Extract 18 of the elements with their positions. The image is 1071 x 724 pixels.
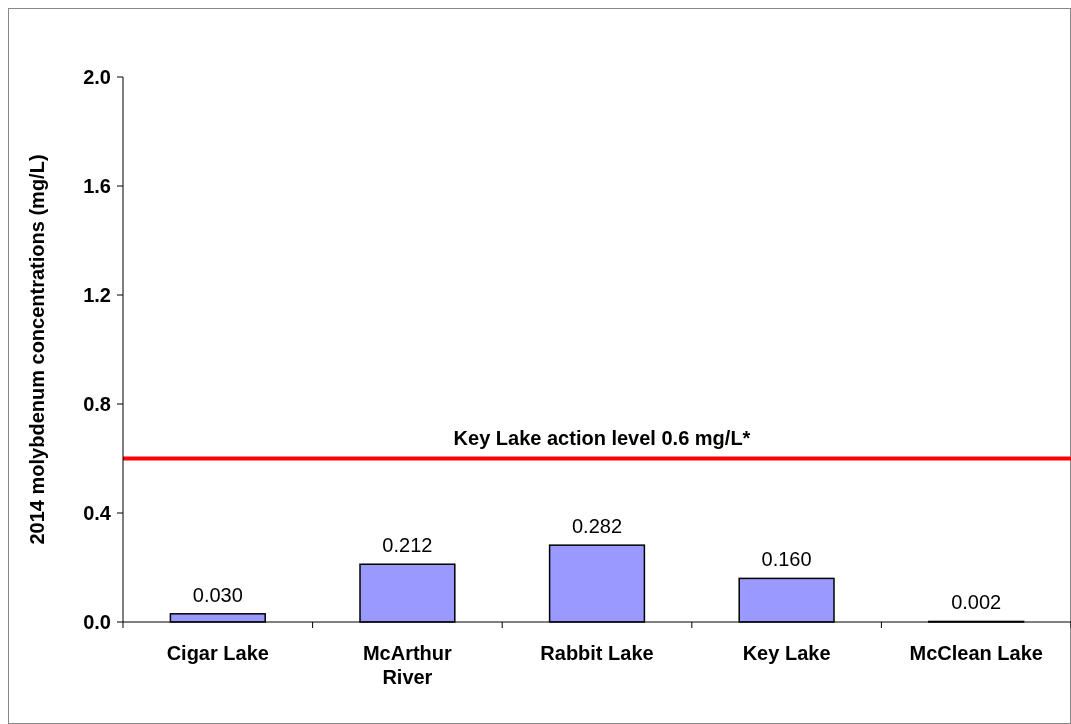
x-tick-label: Rabbit Lake	[540, 642, 654, 664]
x-tick-label: McClean Lake	[909, 642, 1043, 664]
x-tick-label: McArthur River	[362, 642, 453, 688]
data-label: 0.282	[571, 515, 623, 538]
data-label: 0.160	[761, 548, 812, 571]
ref-line-label: Key Lake action level 0.6 mg/L*	[453, 426, 751, 449]
y-tick-label: 2.0	[83, 66, 111, 88]
y-axis-title: 2014 molybdenum concentrations (mg/L)	[26, 154, 48, 545]
y-tick-label: 0.4	[83, 502, 112, 524]
y-tick-label: 0.8	[83, 393, 111, 415]
data-label: 0.212	[382, 534, 433, 557]
x-tick-label: Cigar Lake	[166, 642, 269, 664]
y-tick-label: 1.2	[83, 284, 111, 306]
data-label: 0.002	[951, 591, 1002, 614]
data-label: 0.030	[192, 583, 243, 606]
x-tick-label: Key Lake	[742, 642, 831, 664]
y-tick-label: 0.0	[83, 611, 111, 633]
y-tick-label: 1.6	[83, 175, 111, 197]
